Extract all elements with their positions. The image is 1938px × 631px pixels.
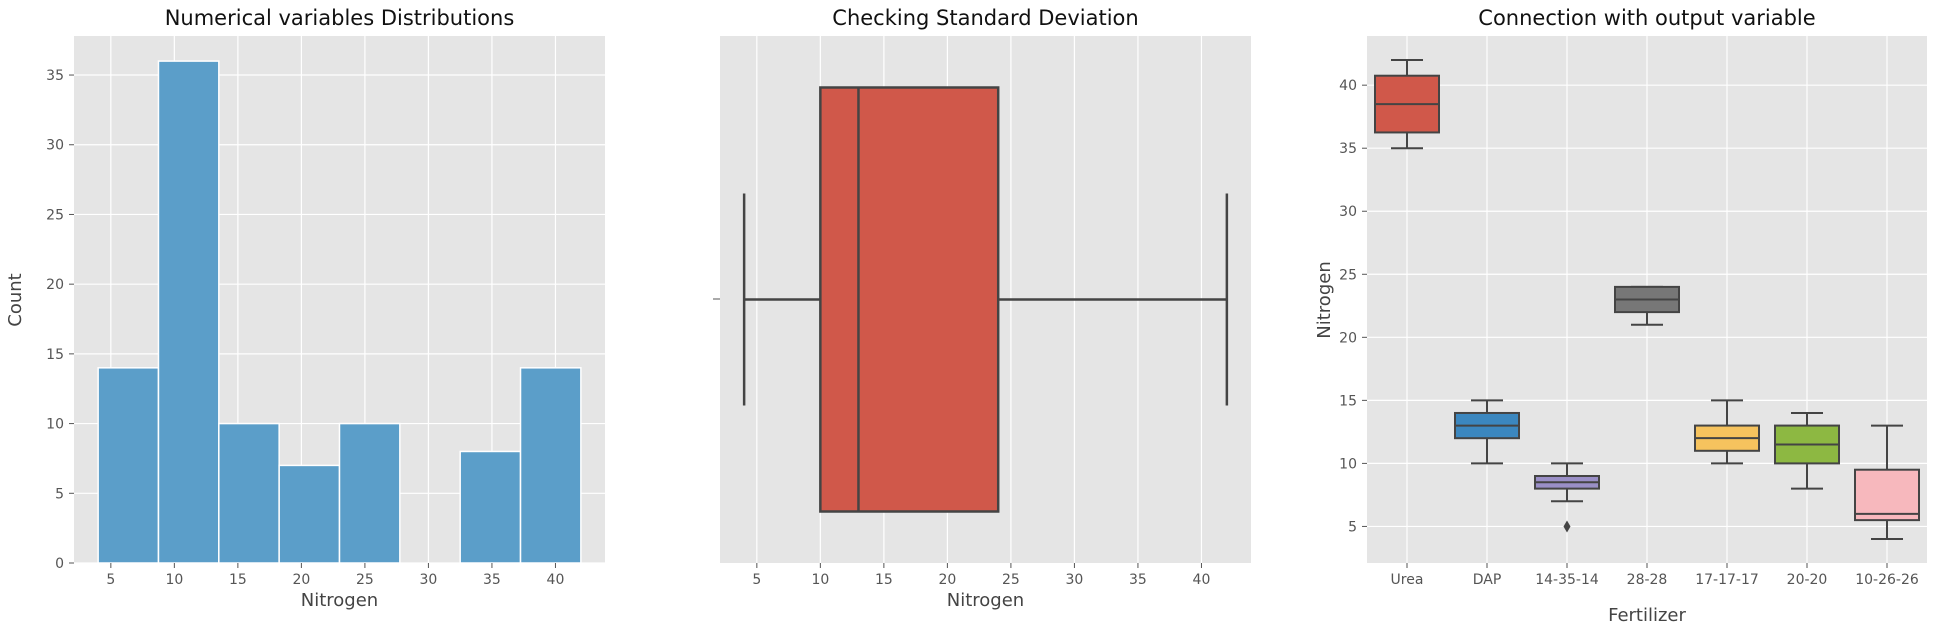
histogram-y-tick-label: 0	[55, 556, 64, 572]
histogram-x-label: Nitrogen	[301, 590, 378, 611]
boxplot-x-tick-label: 5	[752, 572, 761, 588]
histogram-x-tick-label: 35	[483, 572, 501, 588]
histogram-y-tick-label: 25	[46, 207, 64, 223]
grouped-boxplot-x-tick-label: 14-35-14	[1535, 572, 1599, 588]
grouped-boxplot-x-tick-label: 17-17-17	[1695, 572, 1759, 588]
grouped-boxplot-y-tick-label: 40	[1339, 78, 1357, 94]
boxplot-x-tick-label: 20	[938, 572, 956, 588]
histogram-bar	[157, 60, 220, 564]
boxplot-x-tick-label: 25	[1002, 572, 1020, 588]
grouped-boxplot-title: Connection with output variable	[1478, 6, 1815, 30]
histogram-bar	[519, 367, 582, 564]
histogram-x-ticks: 5 10 15 20 25 30 35 40	[106, 563, 564, 588]
grouped-boxplot-y-tick-label: 35	[1339, 141, 1357, 157]
histogram-title: Numerical variables Distributions	[165, 6, 515, 30]
histogram-panel: 5 10 15 20 25 30 35 40 0 5 10 15 20 25 30 35 Numerical…	[5, 6, 605, 611]
histogram-x-tick-label: 15	[229, 572, 247, 588]
histogram-bar	[278, 464, 341, 564]
grouped-boxplot-y-ticks: 5 10 15 20 25 30 35 40	[1339, 78, 1367, 535]
boxplot-x-tick-label: 35	[1129, 572, 1147, 588]
histogram-y-tick-label: 35	[46, 68, 64, 84]
grouped-boxplot-x-tick-label: DAP	[1473, 572, 1502, 588]
grouped-boxplot-y-tick-label: 25	[1339, 267, 1357, 283]
grouped-boxplot-boxes	[1374, 58, 1920, 541]
histogram-bar	[97, 367, 160, 564]
histogram-bars	[97, 60, 582, 564]
grouped-boxplot-y-tick-label: 5	[1348, 519, 1357, 535]
histogram-x-tick-label: 30	[420, 572, 438, 588]
histogram-y-tick-label: 30	[46, 138, 64, 154]
boxplot-panel: 5 10 15 20 25 30 35 40 Checking Standard Deviat…	[713, 6, 1251, 611]
boxplot-box	[742, 86, 1229, 513]
grouped-boxplot-y-tick-label: 30	[1339, 204, 1357, 220]
boxplot-x-label: Nitrogen	[947, 590, 1024, 611]
grouped-boxplot-y-tick-label: 20	[1339, 330, 1357, 346]
histogram-bar	[459, 450, 522, 564]
boxplot-x-tick-label: 30	[1066, 572, 1084, 588]
histogram-y-ticks: 0 5 10 15 20 25 30 35	[46, 68, 74, 572]
grouped-boxplot-x-label: Fertilizer	[1608, 605, 1686, 626]
grouped-boxplot-flier	[1563, 520, 1571, 533]
histogram-x-tick-label: 5	[106, 572, 115, 588]
boxplot-title: Checking Standard Deviation	[832, 6, 1138, 30]
grouped-boxplot-y-tick-label: 10	[1339, 456, 1357, 472]
grouped-boxplot-iqr-box	[1854, 468, 1920, 522]
grouped-boxplot-panel: Urea DAP 14-35-14 28-28 17-17-17 20-20 10-26-2…	[1314, 6, 1927, 626]
histogram-x-tick-label: 10	[165, 572, 183, 588]
grouped-boxplot-y-tick-label: 15	[1339, 393, 1357, 409]
grouped-boxplot-x-tick-label: 28-28	[1627, 572, 1668, 588]
histogram-y-tick-label: 10	[46, 417, 64, 433]
grouped-boxplot-x-tick-label: 20-20	[1787, 572, 1828, 588]
grouped-boxplot-x-tick-label: Urea	[1391, 572, 1424, 588]
histogram-y-tick-label: 5	[55, 486, 64, 502]
boxplot-x-ticks: 5 10 15 20 25 30 35 40	[752, 563, 1210, 588]
histogram-y-tick-label: 15	[46, 347, 64, 363]
histogram-y-label: Count	[5, 273, 26, 326]
boxplot-x-tick-label: 10	[811, 572, 829, 588]
boxplot-x-tick-label: 15	[875, 572, 893, 588]
grouped-boxplot-x-ticks: Urea DAP 14-35-14 28-28 17-17-17 20-20 10-26-2…	[1391, 563, 1919, 588]
boxplot-x-tick-label: 40	[1193, 572, 1211, 588]
histogram-bar	[338, 422, 401, 564]
histogram-x-tick-label: 20	[292, 572, 310, 588]
histogram-x-tick-label: 40	[547, 572, 565, 588]
grouped-boxplot-x-tick-label: 10-26-26	[1855, 572, 1919, 588]
boxplot-iqr-box	[819, 86, 1000, 513]
histogram-y-tick-label: 20	[46, 277, 64, 293]
grouped-boxplot-y-label: Nitrogen	[1314, 261, 1335, 338]
histogram-x-tick-label: 25	[356, 572, 374, 588]
histogram-bar	[218, 422, 280, 564]
